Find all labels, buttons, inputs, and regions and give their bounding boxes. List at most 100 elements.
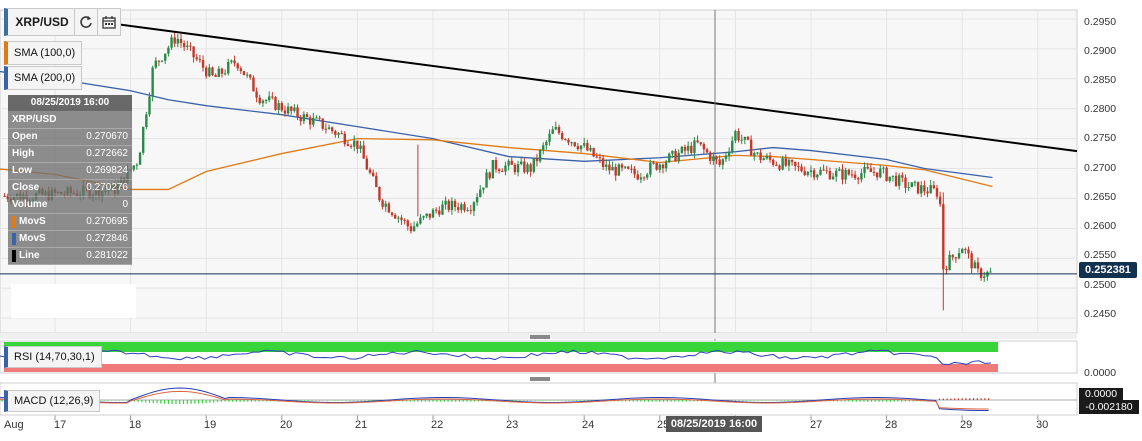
- candle-body: [816, 174, 819, 178]
- candle-body: [507, 160, 510, 166]
- ohlc-row: MovS 0.272846: [8, 231, 132, 248]
- candle-body: [331, 127, 334, 132]
- candle-body: [239, 68, 243, 72]
- candle-body: [419, 217, 422, 224]
- time-tick: 27: [810, 419, 823, 431]
- time-tick: 24: [582, 419, 595, 431]
- candle-body: [290, 106, 293, 111]
- candle-body: [932, 185, 936, 189]
- candle-body: [570, 142, 573, 144]
- time-tick: 30: [1036, 419, 1049, 431]
- calendar-button[interactable]: [97, 8, 121, 36]
- candle-body: [387, 203, 391, 213]
- price-tick: 0.2600: [1084, 220, 1117, 232]
- candle-body: [327, 127, 331, 130]
- candle-body: [674, 150, 677, 162]
- candle-body: [853, 174, 857, 179]
- candle-body: [894, 175, 898, 186]
- refresh-button[interactable]: [74, 8, 98, 36]
- candle-body: [976, 262, 980, 269]
- time-tick: 20: [280, 419, 293, 431]
- pair-selector[interactable]: XRP/USD: [4, 8, 77, 36]
- candle-body: [485, 172, 488, 188]
- candle-body: [375, 176, 378, 188]
- candle-body: [702, 144, 706, 150]
- rsi-zero-tick: 0.0000: [1084, 367, 1117, 379]
- candle-body: [337, 133, 340, 135]
- candle-body: [803, 171, 806, 175]
- candle-body: [712, 156, 715, 161]
- macd-label[interactable]: MACD (12,26,9): [4, 390, 101, 412]
- time-tick: 23: [506, 419, 519, 431]
- candles: [3, 32, 992, 311]
- pair-label: XRP/USD: [15, 15, 69, 29]
- candle-body: [586, 143, 589, 151]
- candle-body: [453, 200, 457, 208]
- candle-body: [368, 169, 372, 173]
- candle-body: [277, 103, 280, 110]
- candle-body: [686, 145, 690, 151]
- macd-label-text: MACD (12,26,9): [14, 395, 94, 407]
- candle-body: [863, 166, 866, 174]
- candle-body: [142, 127, 145, 153]
- candle-body: [573, 142, 576, 147]
- candle-body: [655, 162, 658, 170]
- ohlc-key: MovS: [19, 216, 46, 227]
- candle-body: [201, 60, 205, 68]
- candle-body: [731, 140, 734, 152]
- candle-body: [901, 175, 904, 178]
- candle-body: [592, 147, 595, 157]
- candle-body: [749, 139, 753, 156]
- macd-value-tag: -0.002180: [1079, 400, 1139, 414]
- candle-body: [938, 196, 942, 205]
- candle-body: [220, 68, 224, 74]
- candle-body: [743, 136, 747, 140]
- candle-body: [538, 149, 542, 162]
- candle-body: [551, 129, 554, 134]
- candle-body: [384, 203, 387, 207]
- macd-panel: [0, 382, 1078, 416]
- price-tick: 0.2450: [1084, 308, 1117, 320]
- candle-body: [208, 67, 211, 77]
- candle-body: [523, 161, 526, 173]
- rsi-label[interactable]: RSI (14,70,30,1): [4, 346, 102, 368]
- rsi-oversold-band: [4, 364, 998, 372]
- candle-body: [416, 223, 419, 227]
- indicator-sma-100-label: SMA (100,0): [14, 47, 76, 59]
- indicator-sma-100[interactable]: SMA (100,0): [4, 41, 83, 65]
- candle-body: [268, 96, 271, 101]
- candle-body: [983, 276, 986, 279]
- candle-body: [397, 217, 400, 219]
- candle-body: [611, 166, 614, 171]
- time-tick: 21: [355, 419, 368, 431]
- candle-body: [646, 174, 649, 178]
- price-tick: 0.2900: [1084, 45, 1117, 57]
- candle-body: [740, 139, 743, 141]
- candle-body: [488, 172, 491, 179]
- candle-body: [482, 187, 485, 190]
- candle-body: [526, 164, 529, 173]
- candle-body: [765, 155, 769, 159]
- ohlc-value: 0.270670: [86, 131, 128, 142]
- ohlc-value: 0: [122, 199, 128, 210]
- indicator-sma-200[interactable]: SMA (200,0): [4, 66, 83, 90]
- sma-100-swatch: [12, 216, 16, 228]
- candle-body: [872, 172, 876, 174]
- candle-body: [794, 161, 797, 167]
- candle-body: [746, 136, 750, 140]
- trendline: [54, 14, 1078, 153]
- candle-body: [205, 67, 208, 77]
- crosshair-date-tag: 08/25/2019 16:00: [666, 416, 762, 432]
- candle-body: [841, 169, 844, 180]
- candle-body: [560, 133, 564, 140]
- candle-body: [860, 173, 863, 180]
- macd-zero-tag: 0.0000: [1079, 388, 1123, 400]
- candle-body: [381, 200, 384, 207]
- candle-body: [450, 200, 454, 211]
- candle-body: [705, 149, 709, 153]
- candle-body: [800, 166, 803, 172]
- candle-body: [964, 248, 967, 250]
- refresh-icon: [80, 16, 92, 28]
- candle-body: [479, 189, 482, 198]
